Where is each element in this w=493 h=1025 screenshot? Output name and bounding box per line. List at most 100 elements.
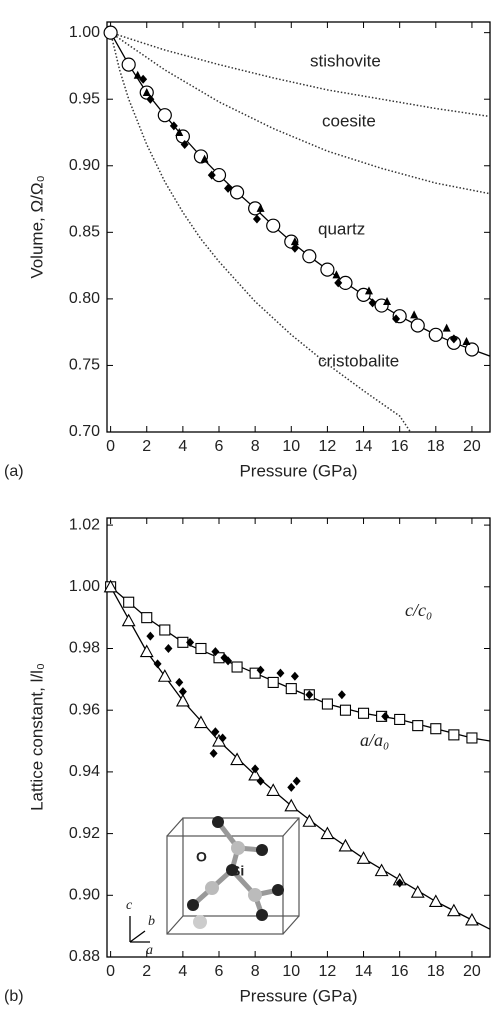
marker [412, 720, 424, 732]
marker [334, 278, 343, 288]
cell-edge [166, 915, 184, 935]
marker [410, 318, 425, 333]
x-tick-label: 8 [251, 963, 260, 980]
marker [368, 298, 377, 308]
marker [302, 814, 317, 827]
x-axis-label: Pressure (GPa) [239, 986, 357, 1005]
marker [231, 661, 243, 673]
marker [256, 203, 265, 212]
marker [321, 698, 333, 710]
y-tick-label: 1.02 [69, 516, 100, 533]
marker [153, 659, 162, 669]
cell-back [182, 817, 300, 917]
marker [175, 677, 184, 687]
marker [290, 237, 299, 246]
marker [211, 727, 220, 737]
panel-label: (b) [4, 988, 24, 1005]
y-tick-label: 0.88 [69, 948, 100, 965]
marker [180, 139, 189, 149]
marker [302, 249, 317, 264]
marker [267, 676, 279, 688]
marker [374, 863, 389, 877]
marker [123, 596, 135, 608]
marker [211, 647, 220, 657]
inset [129, 816, 300, 943]
marker [337, 690, 346, 700]
marker [292, 776, 301, 786]
marker [446, 903, 461, 917]
series-label: c/c₀ [405, 600, 432, 620]
marker [164, 643, 173, 653]
y-tick-label: 0.98 [69, 640, 100, 657]
marker [266, 783, 281, 796]
series-label: cristobalite [318, 351, 399, 370]
marker [290, 671, 299, 681]
x-tick-label: 12 [319, 438, 337, 455]
marker [103, 25, 118, 40]
marker [410, 310, 419, 319]
marker [121, 613, 136, 627]
marker [284, 798, 299, 812]
marker [157, 669, 172, 682]
marker [159, 624, 171, 636]
y-tick-label: 0.90 [69, 887, 100, 904]
panel-label: (a) [4, 463, 24, 480]
marker [290, 243, 299, 253]
marker [141, 612, 153, 624]
marker [146, 94, 155, 104]
y-tick-label: 0.80 [69, 290, 100, 307]
x-tick-label: 6 [215, 963, 224, 980]
marker [139, 74, 148, 84]
marker [395, 878, 404, 888]
marker [464, 342, 480, 357]
marker [230, 752, 245, 766]
marker [142, 88, 151, 97]
y-tick-label: 0.94 [69, 763, 100, 780]
marker [428, 327, 443, 342]
y-tick-label: 1.00 [69, 24, 100, 41]
x-tick-label: 12 [319, 963, 337, 980]
inset-label: b [148, 914, 155, 929]
marker [121, 57, 136, 72]
y-tick-label: 0.85 [69, 224, 100, 241]
marker [248, 767, 263, 781]
marker [251, 764, 260, 774]
marker [256, 665, 265, 675]
marker [146, 631, 155, 641]
marker [381, 711, 390, 721]
inset-label: O [196, 849, 207, 865]
cell-edge [282, 817, 300, 837]
y-tick-label: 0.90 [69, 157, 100, 174]
x-axis-label: Pressure (GPa) [239, 461, 357, 480]
marker [103, 579, 118, 593]
y-tick-label: 0.70 [69, 423, 100, 440]
marker [339, 704, 352, 716]
marker [466, 732, 478, 744]
atoms [187, 816, 284, 929]
marker [195, 642, 207, 655]
y-tick-label: 0.75 [69, 357, 100, 374]
marker [357, 707, 370, 719]
inset-label: a [146, 943, 153, 958]
marker [229, 185, 245, 200]
plot-frame [106, 21, 491, 433]
marker [338, 838, 353, 852]
marker [207, 170, 216, 180]
y-tick-label: 0.95 [69, 90, 100, 107]
series-line [110, 31, 490, 195]
marker [256, 776, 265, 786]
marker [175, 693, 190, 707]
marker [186, 637, 195, 647]
x-tick-label: 18 [427, 963, 445, 980]
series-label: stishovite [310, 51, 381, 70]
marker [394, 713, 406, 726]
marker [332, 270, 341, 279]
x-tick-label: 4 [178, 963, 187, 980]
marker [392, 314, 401, 324]
x-tick-label: 14 [355, 438, 373, 455]
marker [356, 851, 371, 864]
marker [285, 683, 297, 695]
marker [410, 885, 425, 898]
marker [178, 687, 187, 697]
